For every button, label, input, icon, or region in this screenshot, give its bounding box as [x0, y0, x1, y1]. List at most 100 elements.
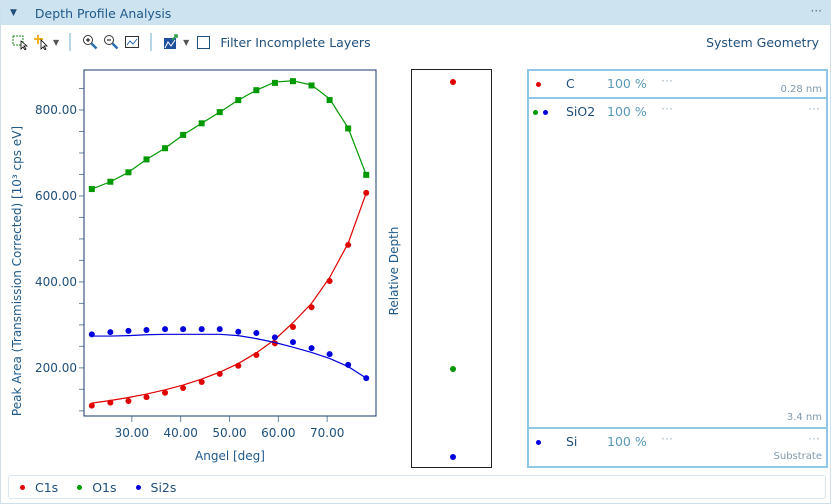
panel-title: Depth Profile Analysis: [34, 5, 172, 21]
data-point-c1s: [308, 304, 315, 311]
element-dot: [536, 440, 541, 445]
data-point-o1s: [125, 169, 132, 176]
chart-legend: C1s O1s Si2s: [8, 475, 826, 499]
layer-si[interactable]: Si 100 % ··· ··· Substrate: [529, 429, 826, 466]
data-point-o1s: [216, 109, 223, 116]
zoom-fit-icon[interactable]: [123, 34, 140, 51]
legend-dot: [77, 484, 83, 490]
data-point-si2s: [326, 351, 333, 358]
data-point-c1s: [326, 278, 333, 285]
y-axis-label: Peak Area (Transmission Corrected) [10³ …: [10, 126, 24, 416]
data-point-si2s: [253, 330, 260, 337]
layer-thickness: Substrate: [773, 451, 822, 462]
toolbar-divider: [69, 33, 72, 51]
zoom-out-icon[interactable]: [102, 34, 119, 51]
add-point-cursor-icon[interactable]: [32, 34, 49, 51]
fit-line-o1s: [91, 80, 367, 190]
data-point-si2s: [143, 327, 150, 334]
peak-area-chart: Peak Area (Transmission Corrected) [10³ …: [10, 69, 377, 463]
legend-label: O1s: [92, 479, 117, 495]
x-tick-label: 30.00: [115, 426, 149, 440]
data-point-o1s: [88, 186, 95, 193]
data-point-si2s: [107, 329, 114, 336]
layer-composition-menu[interactable]: ···: [661, 431, 673, 446]
fit-line-si2s: [91, 333, 367, 379]
data-point-si2s: [198, 326, 205, 333]
layer-thickness: 3.4 nm: [786, 412, 822, 423]
data-point-o1s: [289, 78, 296, 85]
chart-export-icon[interactable]: [162, 34, 179, 51]
export-dropdown-icon[interactable]: ▼: [183, 37, 190, 47]
data-point-si2s: [125, 327, 132, 334]
y-tick-label: 400.00: [35, 275, 77, 289]
data-point-c1s: [180, 385, 187, 392]
data-point-c1s: [198, 379, 205, 386]
data-point-o1s: [162, 145, 169, 152]
data-point-si2s: [162, 326, 169, 333]
relative-depth-panel: [411, 69, 492, 468]
legend-dot: [20, 484, 25, 490]
layer-options-menu[interactable]: ···: [808, 431, 820, 446]
data-point-o1s: [143, 156, 150, 163]
data-point-c1s: [88, 402, 95, 409]
legend-item-c1s[interactable]: C1s: [20, 480, 58, 495]
legend-item-o1s[interactable]: O1s: [77, 479, 117, 495]
filter-incomplete-label[interactable]: Filter Incomplete Layers: [220, 34, 371, 50]
depth-marker-si: [450, 454, 456, 460]
data-point-c1s: [216, 370, 223, 377]
layer-percent: 100 %: [607, 76, 647, 91]
select-rect-icon[interactable]: [11, 34, 28, 51]
x-tick-label: 60.00: [261, 426, 295, 440]
layer-composition-menu[interactable]: ···: [661, 101, 673, 116]
data-point-c1s: [162, 389, 169, 396]
layer-composition-menu[interactable]: ···: [661, 73, 673, 88]
layer-options-menu[interactable]: ···: [808, 101, 820, 116]
data-point-o1s: [253, 87, 260, 94]
data-point-o1s: [345, 125, 352, 132]
legend-label: C1s: [35, 479, 59, 495]
layer-name: C: [566, 76, 575, 91]
legend-item-si2s[interactable]: Si2s: [135, 480, 176, 495]
data-point-o1s: [198, 120, 205, 127]
data-point-si2s: [308, 345, 315, 352]
toolbar-divider: [150, 33, 153, 51]
data-point-si2s: [216, 326, 223, 333]
data-point-si2s: [363, 375, 370, 382]
data-point-c1s: [345, 241, 352, 248]
data-point-o1s: [107, 178, 114, 185]
data-point-c1s: [289, 324, 296, 331]
data-point-c1s: [363, 189, 370, 196]
depth-marker-sio2: [450, 366, 456, 372]
data-point-c1s: [125, 397, 132, 404]
y-tick-label: 200.00: [35, 361, 77, 375]
cursor-dropdown-icon[interactable]: ▼: [53, 37, 60, 47]
data-point-o1s: [326, 97, 333, 104]
layer-sio2[interactable]: SiO2 100 % ··· ··· 3.4 nm: [529, 99, 826, 429]
zoom-in-icon[interactable]: [81, 34, 98, 51]
panel-header: ▼ Depth Profile Analysis ···: [1, 1, 831, 25]
toolbar: ▼ ▼ Filter Incomplete Layers: [11, 32, 371, 52]
panel-menu-button[interactable]: ···: [810, 4, 822, 18]
element-dot: [533, 110, 538, 115]
data-point-si2s: [289, 339, 296, 346]
data-point-o1s: [308, 82, 315, 89]
layer-name: SiO2: [566, 104, 596, 119]
layer-name: Si: [566, 434, 578, 449]
x-tick-label: 40.00: [164, 426, 198, 440]
layer-percent: 100 %: [607, 434, 647, 449]
system-geometry-link[interactable]: System Geometry: [706, 35, 819, 50]
y-tick-label: 600.00: [35, 189, 77, 203]
filter-incomplete-checkbox[interactable]: [197, 35, 211, 49]
layer-c[interactable]: C 100 % ··· 0.28 nm: [529, 71, 826, 99]
collapse-icon[interactable]: ▼: [10, 8, 17, 18]
legend-dot: [135, 484, 141, 490]
data-point-o1s: [363, 171, 370, 178]
layer-percent: 100 %: [607, 104, 647, 119]
plot-frame: [83, 69, 377, 417]
x-tick-label: 70.00: [310, 426, 344, 440]
data-point-o1s: [180, 131, 187, 138]
data-point-o1s: [235, 97, 242, 104]
data-point-c1s: [253, 351, 260, 358]
relative-depth-label: Relative Depth: [387, 226, 401, 316]
data-point-si2s: [88, 331, 95, 338]
